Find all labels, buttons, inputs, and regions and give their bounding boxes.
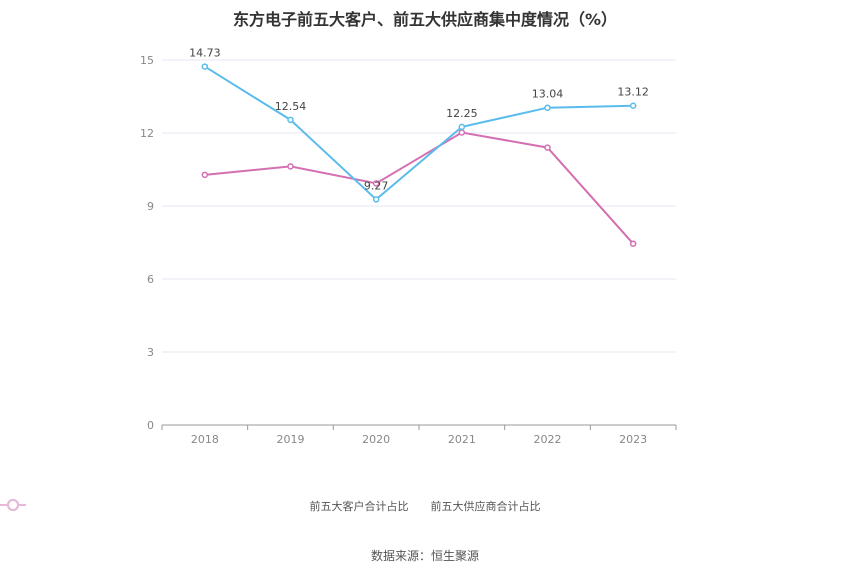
- data-point: [201, 171, 209, 179]
- x-tick-label: 2019: [277, 433, 305, 446]
- data-point: [201, 63, 209, 70]
- data-label: 12.54: [275, 100, 307, 113]
- data-label: 13.12: [617, 86, 649, 99]
- legend-label-suppliers: 前五大供应商合计占比: [430, 500, 541, 513]
- series-line-suppliers: [204, 131, 634, 245]
- data-point: [629, 102, 637, 109]
- legend-item-suppliers[interactable]: 前五大供应商合计占比: [0, 498, 541, 514]
- data-point: [458, 129, 466, 136]
- y-tick-label: 6: [147, 273, 154, 286]
- data-point: [287, 116, 294, 124]
- data-point: [372, 180, 380, 187]
- y-tick-label: 3: [147, 346, 154, 359]
- legend-label-customers: 前五大客户合计占比: [309, 500, 409, 513]
- data-point: [544, 144, 551, 151]
- data-point: [372, 196, 380, 203]
- y-tick-label: 15: [140, 54, 154, 67]
- data-label: 13.04: [532, 88, 564, 101]
- y-tick-label: 12: [140, 127, 154, 140]
- legend-swatch-suppliers: [0, 499, 26, 511]
- x-tick-label: 2020: [362, 433, 390, 446]
- data-source: 数据来源：恒生聚源: [370, 549, 479, 563]
- data-label: 12.25: [446, 107, 478, 120]
- chart-title: 东方电子前五大客户、前五大供应商集中度情况（%）: [232, 10, 618, 29]
- legend: 前五大客户合计占比 前五大供应商合计占比: [0, 498, 850, 514]
- data-point: [629, 240, 637, 247]
- y-tick-label: 9: [147, 200, 154, 213]
- x-tick-label: 2023: [619, 433, 647, 446]
- data-point: [458, 123, 466, 131]
- data-label: 9.27: [364, 179, 389, 192]
- series-line-customers: [204, 65, 634, 201]
- y-tick-label: 0: [147, 419, 154, 432]
- x-tick-label: 2018: [191, 433, 219, 446]
- data-label: 14.73: [189, 47, 221, 60]
- x-tick-label: 2022: [534, 433, 562, 446]
- x-tick-label: 2021: [448, 433, 476, 446]
- data-point: [287, 163, 294, 170]
- data-point: [544, 104, 551, 111]
- legend-item-customers[interactable]: 前五大客户合计占比: [0, 498, 409, 514]
